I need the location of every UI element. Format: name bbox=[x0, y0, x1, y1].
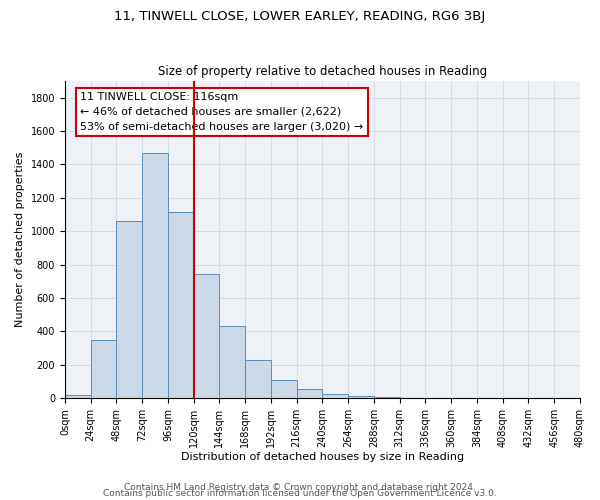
Bar bbox=[142, 153, 168, 398]
Text: 11, TINWELL CLOSE, LOWER EARLEY, READING, RG6 3BJ: 11, TINWELL CLOSE, LOWER EARLEY, READING… bbox=[115, 10, 485, 23]
Bar bbox=[194, 274, 220, 398]
X-axis label: Distribution of detached houses by size in Reading: Distribution of detached houses by size … bbox=[181, 452, 464, 462]
Text: 11 TINWELL CLOSE: 116sqm
← 46% of detached houses are smaller (2,622)
53% of sem: 11 TINWELL CLOSE: 116sqm ← 46% of detach… bbox=[80, 92, 364, 132]
Bar bbox=[168, 212, 194, 398]
Text: Contains public sector information licensed under the Open Government Licence v3: Contains public sector information licen… bbox=[103, 490, 497, 498]
Bar bbox=[245, 360, 271, 398]
Bar bbox=[374, 397, 400, 398]
Bar bbox=[296, 389, 322, 398]
Y-axis label: Number of detached properties: Number of detached properties bbox=[15, 152, 25, 327]
Text: Contains HM Land Registry data © Crown copyright and database right 2024.: Contains HM Land Registry data © Crown c… bbox=[124, 484, 476, 492]
Bar bbox=[91, 340, 116, 398]
Bar bbox=[348, 396, 374, 398]
Bar bbox=[65, 395, 91, 398]
Title: Size of property relative to detached houses in Reading: Size of property relative to detached ho… bbox=[158, 66, 487, 78]
Bar bbox=[271, 380, 296, 398]
Bar bbox=[322, 394, 348, 398]
Bar bbox=[220, 326, 245, 398]
Bar bbox=[116, 221, 142, 398]
